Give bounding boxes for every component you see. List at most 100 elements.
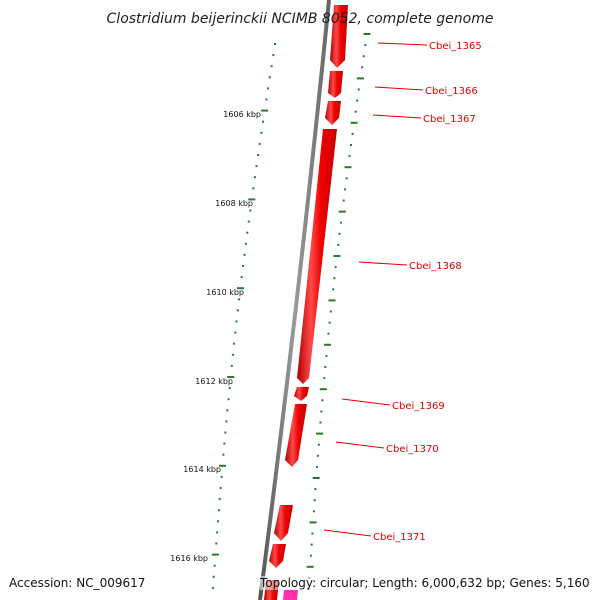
ruler-tick xyxy=(238,298,241,301)
ruler-tick xyxy=(267,87,270,90)
kbp-labels: 1606 kbp 1608 kbp 1610 kbp 1612 kbp 1614… xyxy=(170,110,261,563)
ruler-tick xyxy=(255,165,258,168)
outer-tick xyxy=(338,210,346,213)
gene-label: Cbei_1367 xyxy=(423,114,476,125)
gene-label: Cbei_1371 xyxy=(373,532,426,543)
ruler-tick xyxy=(227,398,230,401)
gene-label: Cbei_1369 xyxy=(392,401,445,412)
outer-tick xyxy=(356,77,364,80)
outer-tick xyxy=(354,110,357,113)
accession-label: Accession: NC_009617 xyxy=(9,576,146,590)
outer-tick xyxy=(348,155,351,158)
ruler-tick xyxy=(246,231,249,234)
outer-tick xyxy=(319,421,322,424)
outer-tick xyxy=(316,465,319,468)
gene-label: Cbei_1370 xyxy=(386,444,439,455)
outer-tick xyxy=(314,488,317,491)
outer-tick xyxy=(333,255,341,257)
outer-tick xyxy=(364,44,367,47)
gene-arrow-cbei-1366 xyxy=(328,71,343,98)
ruler-tick xyxy=(227,376,235,378)
outer-tick xyxy=(337,243,340,246)
gene-labels: Cbei_1365 Cbei_1366 Cbei_1367 Cbei_1368 … xyxy=(373,41,482,543)
ruler-tick xyxy=(225,420,228,423)
topology-summary: Topology: circular; Length: 6,000,632 bp… xyxy=(260,576,590,590)
outer-tick xyxy=(317,443,320,446)
ruler-tick xyxy=(268,76,271,79)
ruler-tick xyxy=(240,276,243,279)
ruler-tick xyxy=(257,154,260,156)
outer-tick xyxy=(357,88,360,91)
ruler-tick xyxy=(231,353,234,356)
ruler-tick xyxy=(228,387,231,390)
kbp-label: 1608 kbp xyxy=(215,199,253,208)
kbp-label: 1610 kbp xyxy=(206,288,244,297)
ruler-tick xyxy=(242,265,245,267)
gene-arrow-cbei-1365 xyxy=(330,5,348,68)
ruler-tick xyxy=(236,309,239,312)
ruler-tick xyxy=(248,198,256,201)
outer-tick xyxy=(362,55,365,58)
ruler-tick xyxy=(211,553,219,556)
ruler-tick xyxy=(247,220,250,223)
ruler-tick xyxy=(213,564,216,567)
ruler-tick xyxy=(243,253,246,256)
gene-label: Cbei_1365 xyxy=(429,41,482,52)
kbp-label: 1616 kbp xyxy=(170,554,208,563)
ruler-tick xyxy=(226,409,229,412)
outer-tick xyxy=(338,232,341,235)
ruler-tick xyxy=(217,520,219,523)
outer-tick xyxy=(339,221,342,224)
kbp-label: 1614 kbp xyxy=(183,465,221,474)
ruler-tick xyxy=(230,364,233,367)
ruler-tick xyxy=(218,498,221,501)
outer-tick xyxy=(312,510,315,513)
ruler-tick xyxy=(249,209,252,212)
outer-tick xyxy=(325,354,328,357)
outer-tick xyxy=(309,521,317,524)
outer-tick xyxy=(311,532,314,535)
ruler-tick xyxy=(215,542,218,545)
ruler-tick xyxy=(217,509,220,512)
outer-tick xyxy=(332,288,335,291)
outer-tick xyxy=(319,388,327,391)
gene-callout-lines xyxy=(323,42,428,537)
ruler-tick xyxy=(222,453,225,456)
outer-tick xyxy=(323,377,326,380)
outer-tick xyxy=(333,277,336,280)
outer-tick xyxy=(350,121,358,124)
outer-tick xyxy=(342,199,345,202)
ruler-tick xyxy=(235,320,238,323)
outer-tick xyxy=(320,410,323,413)
ruler-tick xyxy=(274,43,276,45)
map-title: Clostridium beijerinckii NCIMB 8052, com… xyxy=(107,11,494,27)
ruler-tick xyxy=(234,331,237,334)
gene-arrow-cbei-1368 xyxy=(297,129,337,384)
outer-tick xyxy=(313,499,316,502)
ruler-tick xyxy=(270,65,273,68)
outer-tick xyxy=(328,299,336,302)
gene-arrow-cbei-1370 xyxy=(285,404,307,467)
ruler-tick xyxy=(211,586,214,589)
ruler-tick xyxy=(223,442,226,445)
outer-tick xyxy=(327,332,330,335)
outer-tick xyxy=(344,188,347,191)
ruler-tick xyxy=(216,531,219,534)
ruler-tick xyxy=(236,287,244,290)
ruler-tick xyxy=(272,54,275,57)
outer-tick xyxy=(310,543,313,546)
outer-tick xyxy=(312,477,320,479)
kbp-label: 1606 kbp xyxy=(223,110,261,119)
outer-tick xyxy=(356,99,359,102)
outer-tick xyxy=(309,554,312,557)
ruler-tick xyxy=(233,342,236,345)
genome-backbone xyxy=(256,0,335,600)
ruler-tick xyxy=(212,575,215,578)
ruler-tick xyxy=(219,464,226,467)
ruler-tick xyxy=(265,98,268,101)
outer-tick xyxy=(323,343,331,346)
ruler-tick xyxy=(220,475,223,478)
outer-tick xyxy=(324,366,327,368)
outer-tick-track xyxy=(306,33,371,590)
